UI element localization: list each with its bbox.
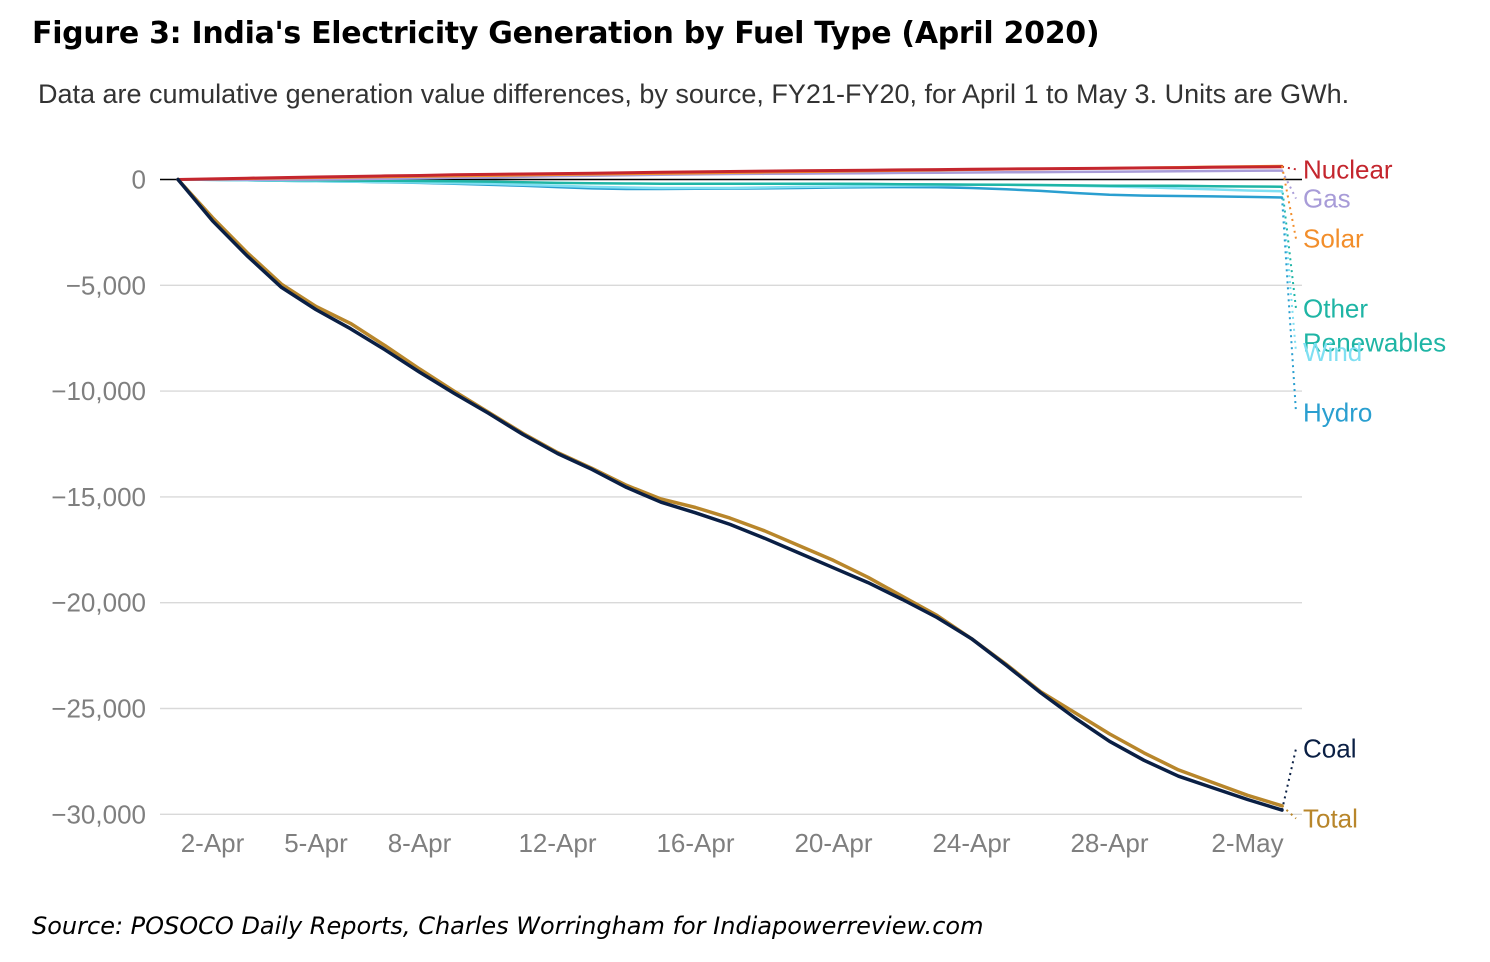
leader-line-coal xyxy=(1281,748,1297,811)
y-tick-label: −5,000 xyxy=(66,270,146,300)
series-line-total xyxy=(176,177,1284,808)
leader-line-nuclear xyxy=(1281,165,1297,171)
series-label-gas: Gas xyxy=(1303,184,1351,214)
x-tick-label: 5-Apr xyxy=(284,828,348,858)
y-tick-label: −15,000 xyxy=(51,482,146,512)
x-tick-label: 8-Apr xyxy=(388,828,452,858)
series-label-solar: Solar xyxy=(1303,224,1364,254)
series-line-other-renewables xyxy=(176,178,1284,188)
figure-title: Figure 3: India's Electricity Generation… xyxy=(32,16,1100,51)
series-label-coal: Coal xyxy=(1303,734,1356,764)
figure-subtitle: Data are cumulative generation value dif… xyxy=(38,79,1350,109)
x-tick-label: 2-May xyxy=(1211,828,1283,858)
x-tick-label: 12-Apr xyxy=(518,828,596,858)
x-axis-tick-labels: 2-Apr 5-Apr 8-Apr 12-Apr 16-Apr 20-Apr 24-Apr 2… xyxy=(181,828,1284,858)
series-label-nuclear: Nuclear xyxy=(1303,154,1393,184)
x-tick-label: 28-Apr xyxy=(1070,828,1148,858)
y-tick-label: −10,000 xyxy=(51,376,146,406)
x-tick-label: 16-Apr xyxy=(656,828,734,858)
series-lines xyxy=(176,164,1284,812)
series-label-wind: Wind xyxy=(1303,337,1362,367)
y-axis-tick-labels: 0 −5,000 −10,000 −15,000 −20,000 −25,000 −30,0… xyxy=(51,165,146,830)
series-line-coal xyxy=(176,177,1284,812)
figure-source: Source: POSOCO Daily Reports, Charles Wo… xyxy=(32,912,984,940)
y-tick-label: −30,000 xyxy=(51,799,146,829)
y-tick-label: 0 xyxy=(132,165,146,195)
leader-line-total xyxy=(1281,805,1297,820)
y-tick-label: −25,000 xyxy=(51,694,146,724)
y-tick-label: −20,000 xyxy=(51,588,146,618)
leader-line-solar xyxy=(1281,165,1297,239)
series-line-gas xyxy=(176,169,1284,181)
series-label-hydro: Hydro xyxy=(1303,397,1372,427)
leader-line-other-renewables xyxy=(1281,186,1297,309)
gridlines xyxy=(160,178,1302,815)
x-tick-label: 2-Apr xyxy=(181,828,245,858)
series-line-nuclear xyxy=(176,165,1284,181)
series-label-total: Total xyxy=(1303,804,1358,834)
leader-line-hydro xyxy=(1281,197,1297,413)
label-leader-lines xyxy=(1281,165,1297,820)
x-tick-label: 20-Apr xyxy=(794,828,872,858)
x-tick-label: 24-Apr xyxy=(932,828,1010,858)
leader-line-gas xyxy=(1281,170,1297,199)
series-label-other-renewables: Other Renewables xyxy=(1303,294,1446,358)
